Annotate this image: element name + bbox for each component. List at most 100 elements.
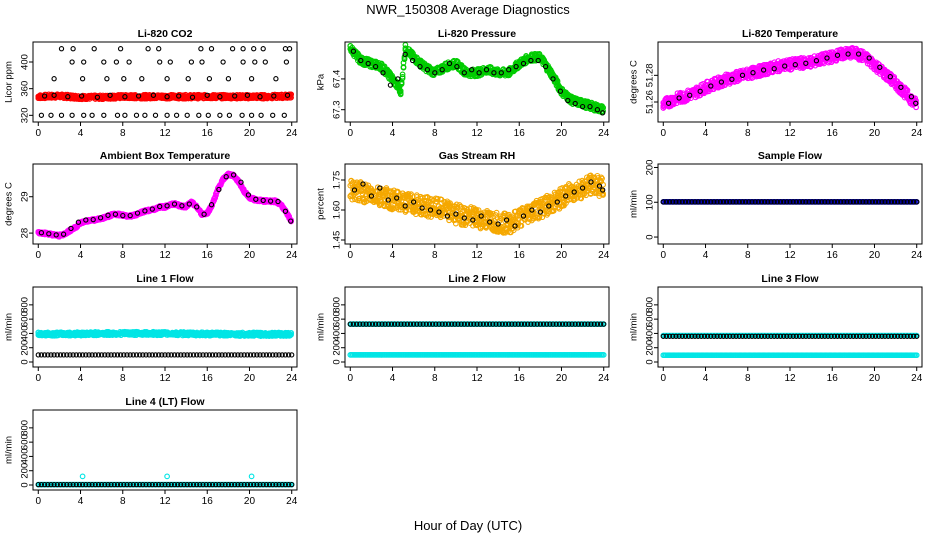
x-tick-label: 4: [703, 250, 709, 261]
data-point: [201, 211, 207, 217]
data-point: [157, 59, 163, 65]
x-tick-label: 20: [244, 250, 256, 261]
data-point: [483, 67, 490, 73]
data-point: [185, 76, 191, 82]
data-point: [122, 94, 128, 100]
data-point: [697, 88, 703, 94]
x-tick-label: 16: [202, 250, 214, 261]
data-point: [432, 70, 438, 76]
data-point: [186, 201, 192, 207]
data-point: [194, 204, 200, 210]
data-point: [877, 64, 883, 70]
data-point: [89, 112, 95, 118]
data-point: [126, 59, 132, 65]
data-point: [225, 76, 232, 82]
data-point: [417, 63, 423, 70]
data-point: [79, 76, 86, 82]
data-point: [220, 59, 226, 65]
data-point: [424, 67, 431, 73]
data-point: [127, 212, 133, 219]
data-point: [217, 94, 223, 100]
data-point: [271, 93, 277, 99]
data-point: [282, 208, 289, 214]
y-tick-label: 100: [645, 194, 656, 210]
data-point: [283, 59, 290, 65]
data-point: [476, 70, 482, 76]
data-point: [387, 82, 394, 88]
data-point: [855, 51, 862, 57]
y-tick-label: 67.4: [332, 70, 343, 89]
data-point: [179, 203, 185, 209]
panel-title: Li-820 Pressure: [438, 28, 516, 40]
data-point: [112, 211, 119, 217]
data-point: [164, 112, 170, 118]
data-point: [257, 94, 263, 100]
data-point: [520, 60, 527, 67]
data-point: [199, 59, 205, 65]
data-point: [665, 100, 672, 106]
y-tick-label: 1.45: [332, 231, 343, 250]
x-tick-label: 20: [556, 250, 568, 261]
x-tick-label: 8: [120, 128, 126, 139]
data-point: [282, 46, 289, 52]
y-axis-label: degrees C: [4, 182, 15, 226]
data-point: [395, 76, 401, 82]
x-tick-label: 24: [598, 250, 610, 261]
data-point: [408, 191, 414, 197]
data-point: [908, 94, 915, 100]
data-point: [887, 70, 894, 77]
panel-title: Li-820 Temperature: [742, 28, 838, 40]
data-point: [251, 46, 257, 52]
data-point: [81, 112, 87, 118]
data-point: [350, 48, 357, 54]
series-1: [660, 44, 919, 111]
data-point: [248, 76, 255, 82]
data-point: [51, 92, 57, 98]
data-point: [687, 92, 693, 98]
data-point: [461, 70, 467, 76]
data-point: [898, 84, 904, 90]
data-point: [383, 185, 390, 191]
data-point: [114, 112, 121, 118]
data-point: [196, 112, 202, 118]
data-point: [70, 46, 76, 52]
x-tick-label: 0: [35, 250, 41, 261]
data-point: [152, 112, 159, 118]
data-point: [397, 90, 404, 97]
series-1: [35, 170, 294, 240]
data-point: [739, 72, 746, 78]
data-point: [708, 83, 714, 89]
data-point: [446, 60, 453, 67]
x-tick-label: 0: [35, 128, 41, 139]
data-point: [760, 67, 767, 73]
x-tick-label: 4: [78, 250, 84, 261]
data-point: [232, 93, 238, 99]
x-tick-label: 8: [432, 250, 438, 261]
x-tick-label: 24: [286, 128, 298, 139]
y-axis-label: percent: [316, 188, 327, 220]
data-point: [156, 46, 162, 52]
x-tick-label: 4: [703, 128, 709, 139]
data-point: [258, 112, 264, 118]
data-point: [288, 218, 294, 224]
data-point: [399, 73, 406, 80]
data-point: [121, 76, 127, 82]
data-point: [454, 63, 460, 70]
y-axis-label: Licor ppm: [4, 61, 15, 103]
y-tick-label: 320: [20, 107, 31, 123]
series-2: [350, 48, 606, 116]
data-point: [208, 202, 215, 208]
panel-5: Gas Stream RH0 4 8 12 16 20 241.451.601.75perc…: [316, 150, 610, 261]
data-point: [273, 76, 279, 82]
plot-frame: [344, 41, 610, 123]
data-point: [542, 63, 549, 70]
data-point: [365, 60, 371, 67]
x-tick-label: 20: [869, 128, 881, 139]
data-point: [81, 59, 87, 65]
x-tick-label: 16: [827, 128, 839, 139]
data-point: [372, 63, 379, 70]
data-point: [845, 51, 851, 57]
data-point: [600, 110, 606, 116]
data-point: [104, 76, 110, 82]
data-point: [498, 70, 504, 76]
